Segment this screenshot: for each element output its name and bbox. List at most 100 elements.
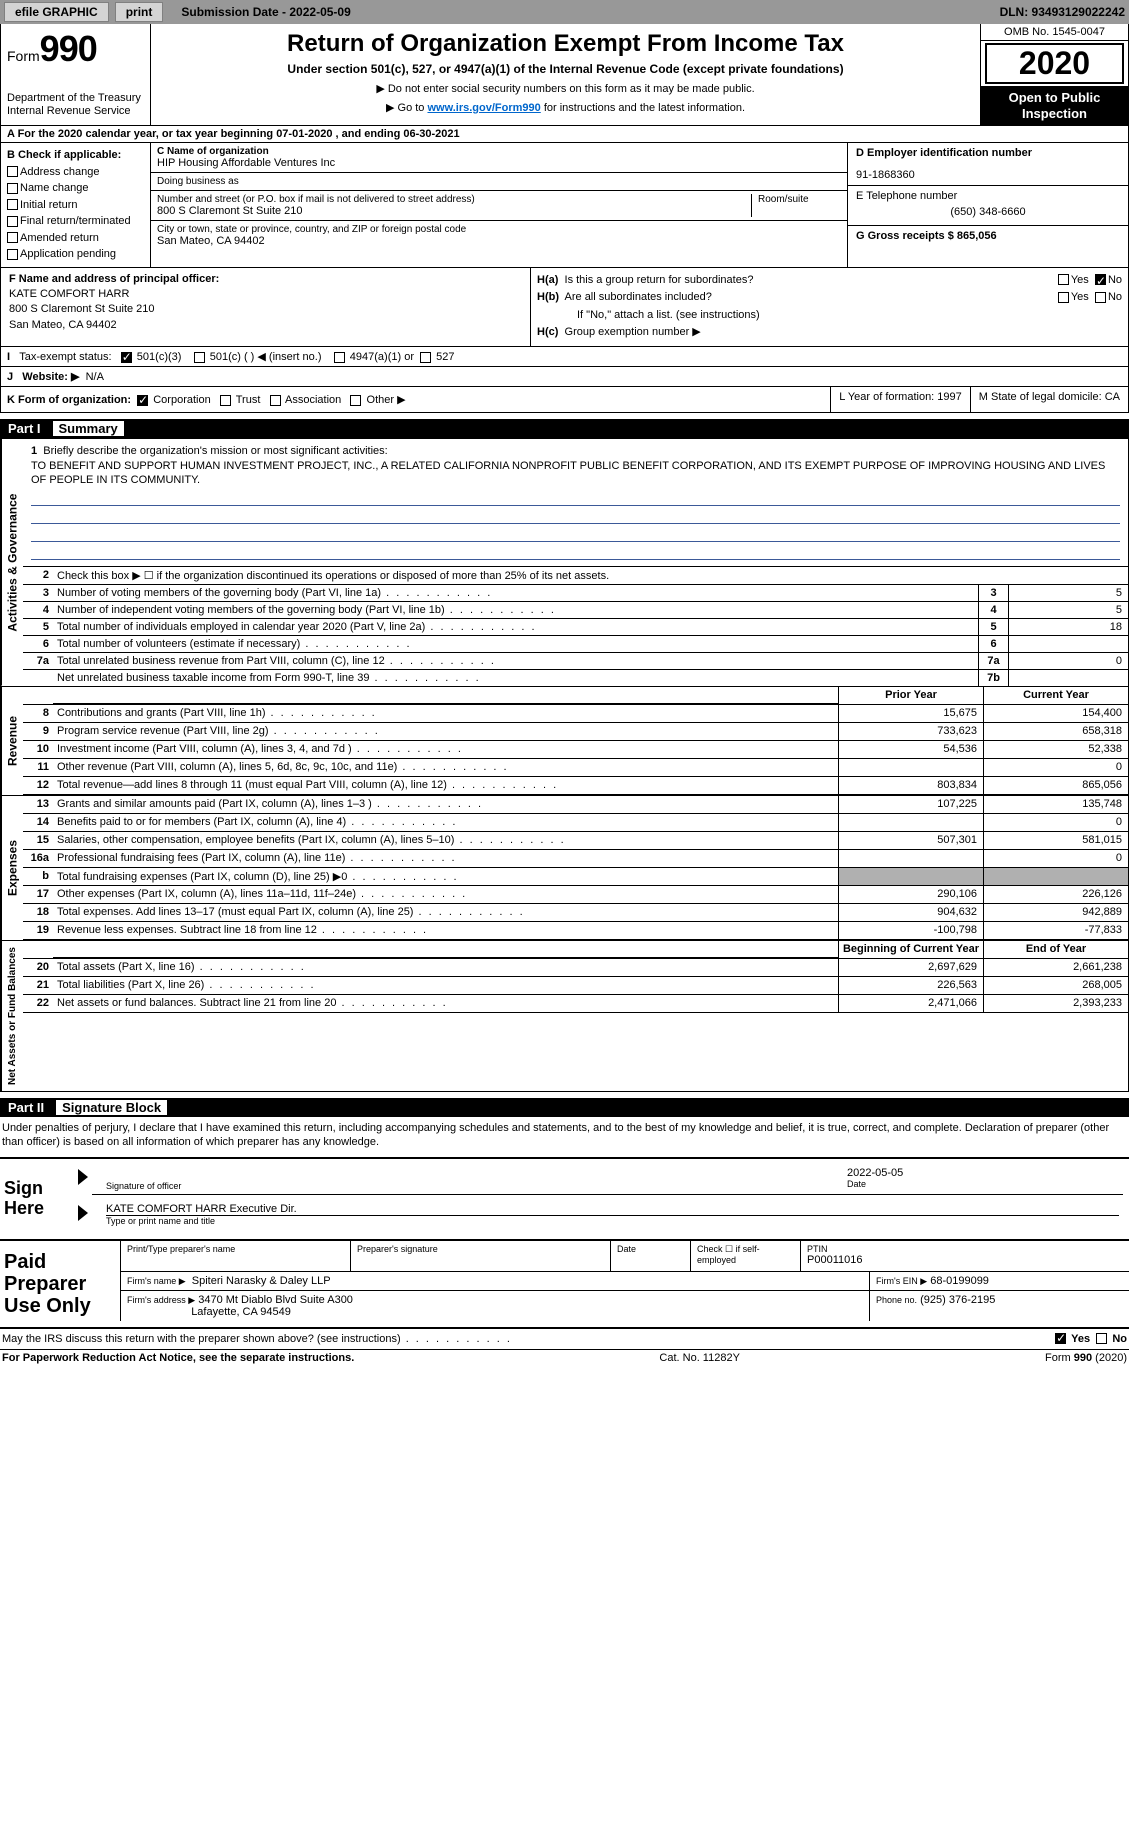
ha-no-label: No: [1108, 274, 1122, 286]
mission-line-2: [31, 508, 1120, 524]
prep-h3: Date: [617, 1244, 684, 1254]
efile-graphic-button[interactable]: efile GRAPHIC: [4, 2, 109, 22]
mission-block: 1 Briefly describe the organization's mi…: [23, 439, 1128, 566]
fin-row: 20Total assets (Part X, line 16)2,697,62…: [23, 959, 1128, 977]
ha-yes[interactable]: [1058, 274, 1069, 285]
arrow-icon-2: [78, 1205, 88, 1221]
hc-label: Group exemption number ▶: [565, 326, 701, 338]
phone-label: Phone no.: [876, 1295, 917, 1305]
chk-initial-box[interactable]: [7, 199, 18, 210]
hb-yes[interactable]: [1058, 292, 1069, 303]
f-name: KATE COMFORT HARR: [9, 287, 522, 302]
chk-amended-box[interactable]: [7, 232, 18, 243]
c-name-value: HIP Housing Affordable Ventures Inc: [157, 157, 841, 169]
i-527[interactable]: [420, 352, 431, 363]
gov-row: 7aTotal unrelated business revenue from …: [23, 653, 1128, 670]
check-b-column: B Check if applicable: Address change Na…: [1, 143, 151, 267]
i-4947[interactable]: [334, 352, 345, 363]
fin-row: bTotal fundraising expenses (Part IX, co…: [23, 868, 1128, 886]
fin-row: 10Investment income (Part VIII, column (…: [23, 741, 1128, 759]
fin-row: 22Net assets or fund balances. Subtract …: [23, 995, 1128, 1013]
room-label: Room/suite: [758, 194, 835, 205]
addr-value: 800 S Claremont St Suite 210: [157, 205, 751, 217]
part2-num: Part II: [8, 1100, 56, 1115]
fin-row: 19Revenue less expenses. Subtract line 1…: [23, 922, 1128, 940]
gov-table: 2 Check this box ▶ ☐ if the organization…: [23, 566, 1128, 686]
print-button[interactable]: print: [115, 2, 164, 22]
h-note: If "No," attach a list. (see instruction…: [537, 307, 1122, 325]
sig-date-label: Date: [847, 1179, 1119, 1189]
k-other[interactable]: [350, 395, 361, 406]
dln-text: DLN: 93493129022242: [1000, 5, 1125, 19]
preparer-right: Print/Type preparer's name Preparer's si…: [120, 1241, 1129, 1327]
k-other-label: Other ▶: [367, 394, 406, 406]
sig-officer-label: Signature of officer: [106, 1181, 839, 1191]
discuss-yes-label: Yes: [1071, 1333, 1090, 1345]
note-link: ▶ Go to www.irs.gov/Form990 for instruct…: [159, 101, 972, 114]
k-trust[interactable]: [220, 395, 231, 406]
arrow-icon: [78, 1169, 88, 1185]
i-501c[interactable]: [194, 352, 205, 363]
firm-ein-label: Firm's EIN ▶: [876, 1276, 927, 1286]
footer-right: Form 990 (2020): [1045, 1352, 1127, 1364]
paid-preparer-label: Paid Preparer Use Only: [0, 1241, 120, 1327]
k-assoc[interactable]: [270, 395, 281, 406]
irs-link[interactable]: www.irs.gov/Form990: [427, 102, 540, 114]
gov-row: 5Total number of individuals employed in…: [23, 619, 1128, 636]
vtab-governance: Activities & Governance: [1, 439, 23, 686]
gov-body: 1 Briefly describe the organization's mi…: [23, 439, 1128, 686]
f-addr1: 800 S Claremont St Suite 210: [9, 302, 522, 317]
prep-h4b: PTIN: [807, 1244, 1123, 1254]
chk-final: Final return/terminated: [7, 213, 144, 230]
entity-middle: C Name of organization HIP Housing Affor…: [151, 143, 848, 267]
penalty-text: Under penalties of perjury, I declare th…: [0, 1117, 1129, 1154]
irs-discuss-text: May the IRS discuss this return with the…: [2, 1333, 401, 1345]
fin-row: 15Salaries, other compensation, employee…: [23, 832, 1128, 850]
firm-addr-label: Firm's address ▶: [127, 1295, 195, 1305]
city-value: San Mateo, CA 94402: [157, 235, 841, 247]
gov-row: 4Number of independent voting members of…: [23, 602, 1128, 619]
firm-addr2: Lafayette, CA 94549: [191, 1306, 291, 1318]
hb-label: Are all subordinates included?: [565, 291, 712, 303]
chk-address-box[interactable]: [7, 166, 18, 177]
gov-row: 3Number of voting members of the governi…: [23, 585, 1128, 602]
i-501c3[interactable]: [121, 352, 132, 363]
chk-name-label: Name change: [20, 182, 89, 194]
begin-year-hdr: Beginning of Current Year: [838, 941, 983, 958]
sign-here-label: Sign Here: [0, 1159, 70, 1239]
part2-header: Part II Signature Block: [0, 1098, 1129, 1117]
i-527-label: 527: [436, 351, 454, 363]
chk-amended: Amended return: [7, 230, 144, 247]
row-klm: K Form of organization: Corporation Trus…: [0, 387, 1129, 413]
chk-final-box[interactable]: [7, 216, 18, 227]
form-number: 990: [40, 28, 97, 69]
addr-label: Number and street (or P.O. box if mail i…: [157, 194, 751, 205]
chk-name-box[interactable]: [7, 183, 18, 194]
sig-date-value: 2022-05-05: [847, 1167, 1119, 1179]
hb-no[interactable]: [1095, 292, 1106, 303]
f-label: F Name and address of principal officer:: [9, 272, 522, 287]
revenue-body: Prior Year Current Year 8Contributions a…: [23, 687, 1128, 795]
mission-line-1: [31, 490, 1120, 506]
ha-label: Is this a group return for subordinates?: [565, 274, 754, 286]
chk-name: Name change: [7, 180, 144, 197]
f-officer: F Name and address of principal officer:…: [1, 268, 531, 346]
discuss-no[interactable]: [1096, 1333, 1107, 1344]
k-corp[interactable]: [137, 395, 148, 406]
chk-address-label: Address change: [20, 166, 100, 178]
vtab-expenses: Expenses: [1, 796, 23, 940]
i-501c3-label: 501(c)(3): [137, 351, 182, 363]
dba-label: Doing business as: [157, 176, 841, 187]
expenses-wrap: Expenses 13Grants and similar amounts pa…: [0, 796, 1129, 941]
end-year-hdr: End of Year: [983, 941, 1128, 958]
ha-no[interactable]: [1095, 274, 1106, 285]
fin-row: 21Total liabilities (Part X, line 26)226…: [23, 977, 1128, 995]
chk-pending-box[interactable]: [7, 249, 18, 260]
fin-row: 17Other expenses (Part IX, column (A), l…: [23, 886, 1128, 904]
h-block: H(a) Is this a group return for subordin…: [531, 268, 1128, 346]
chk-pending-label: Application pending: [20, 248, 116, 260]
discuss-yes[interactable]: [1055, 1333, 1066, 1344]
d-ein-label: D Employer identification number: [856, 147, 1120, 159]
j-label: Website: ▶: [22, 371, 79, 383]
e-tel-value: (650) 348-6660: [856, 206, 1120, 218]
